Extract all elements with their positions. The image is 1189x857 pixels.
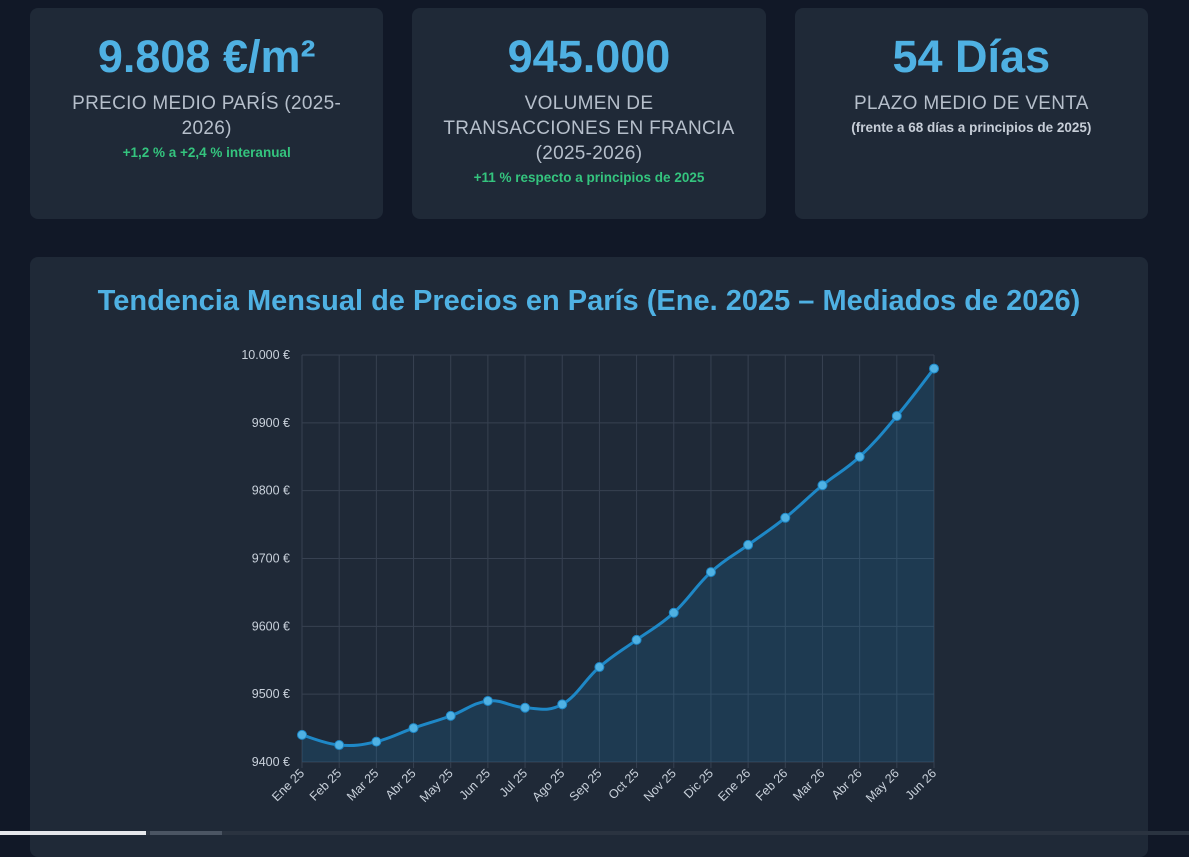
x-tick-label: Nov 25 bbox=[641, 766, 679, 804]
x-tick-label: Oct 25 bbox=[606, 766, 642, 802]
data-point bbox=[445, 710, 456, 721]
data-point bbox=[929, 363, 939, 374]
data-point bbox=[482, 695, 493, 706]
x-tick-label: Mar 25 bbox=[344, 766, 381, 803]
series-area bbox=[302, 368, 934, 762]
x-tick-label: Ene 26 bbox=[715, 766, 753, 804]
stat-value: 945.000 bbox=[507, 31, 671, 82]
data-point bbox=[780, 512, 791, 523]
data-point bbox=[371, 736, 382, 747]
y-tick-label: 10.000 € bbox=[241, 348, 290, 362]
horizontal-scrollbar[interactable] bbox=[0, 831, 1189, 835]
stat-note: (frente a 68 días a principios de 2025) bbox=[851, 120, 1092, 135]
x-tick-label: Abr 26 bbox=[829, 766, 865, 802]
stat-note: +11 % respecto a principios de 2025 bbox=[473, 170, 705, 185]
y-tick-label: 9800 € bbox=[252, 484, 290, 498]
x-tick-label: Sep 25 bbox=[567, 766, 605, 804]
price-trend-chart: 10.000 € 9900 € 9800 € 9700 € 9600 € 9500 € 94… bbox=[241, 348, 939, 805]
x-tick-label: Abr 25 bbox=[383, 766, 419, 802]
data-point bbox=[334, 740, 345, 751]
stat-label: PLAZO MEDIO DE VENTA bbox=[853, 93, 1089, 114]
data-point bbox=[520, 702, 531, 713]
x-tick-label: Jun 25 bbox=[457, 766, 493, 802]
stat-cards: 9.808 €/m² PRECIO MEDIO PARÍS (2025-2026… bbox=[30, 8, 1148, 219]
y-tick-label: 9700 € bbox=[252, 552, 290, 566]
x-tick-label: Ene 25 bbox=[269, 766, 307, 804]
stat-note: +1,2 % a +2,4 % interanual bbox=[122, 145, 291, 160]
x-tick-label: May 25 bbox=[417, 766, 456, 805]
x-tick-label: Ago 25 bbox=[529, 766, 567, 804]
stat-card-volume: 945.000 VOLUMEN DE TRANSACCIONES EN FRAN… bbox=[412, 8, 766, 219]
data-point bbox=[668, 607, 679, 618]
stat-label: VOLUMEN DE TRANSACCIONES EN FRANCIA (202… bbox=[443, 93, 735, 164]
data-point bbox=[297, 729, 307, 740]
stat-value: 9.808 €/m² bbox=[97, 31, 316, 82]
data-point bbox=[408, 723, 419, 734]
data-point bbox=[631, 634, 642, 645]
stat-value: 54 Días bbox=[892, 31, 1051, 82]
y-tick-label: 9900 € bbox=[252, 416, 290, 430]
x-tick-label: Jun 26 bbox=[903, 766, 939, 802]
data-point bbox=[817, 480, 828, 491]
data-point bbox=[557, 699, 568, 710]
data-point bbox=[594, 662, 605, 673]
scrollbar-thumb[interactable] bbox=[0, 831, 146, 835]
x-tick-label: Jul 25 bbox=[497, 766, 531, 800]
data-point bbox=[854, 451, 865, 462]
x-tick-label: Mar 26 bbox=[790, 766, 827, 803]
y-tick-label: 9500 € bbox=[252, 687, 290, 701]
chart-title: Tendencia Mensual de Precios en París (E… bbox=[97, 285, 1081, 317]
chart-panel: Tendencia Mensual de Precios en París (E… bbox=[30, 257, 1148, 857]
x-tick-label: Feb 26 bbox=[753, 766, 790, 803]
x-tick-label: Dic 25 bbox=[681, 766, 716, 801]
x-tick-label: May 26 bbox=[863, 766, 902, 805]
x-tick-label: Feb 25 bbox=[307, 766, 344, 803]
stat-card-price: 9.808 €/m² PRECIO MEDIO PARÍS (2025-2026… bbox=[30, 8, 384, 219]
scrollbar-segment bbox=[150, 831, 222, 835]
y-tick-label: 9400 € bbox=[252, 755, 290, 769]
stat-card-days: 54 Días PLAZO MEDIO DE VENTA (frente a 6… bbox=[794, 8, 1148, 219]
stat-label: PRECIO MEDIO PARÍS (2025-2026) bbox=[72, 93, 342, 139]
data-point bbox=[743, 539, 754, 550]
y-tick-label: 9600 € bbox=[252, 619, 290, 633]
data-point bbox=[705, 567, 716, 578]
data-point bbox=[891, 411, 902, 422]
